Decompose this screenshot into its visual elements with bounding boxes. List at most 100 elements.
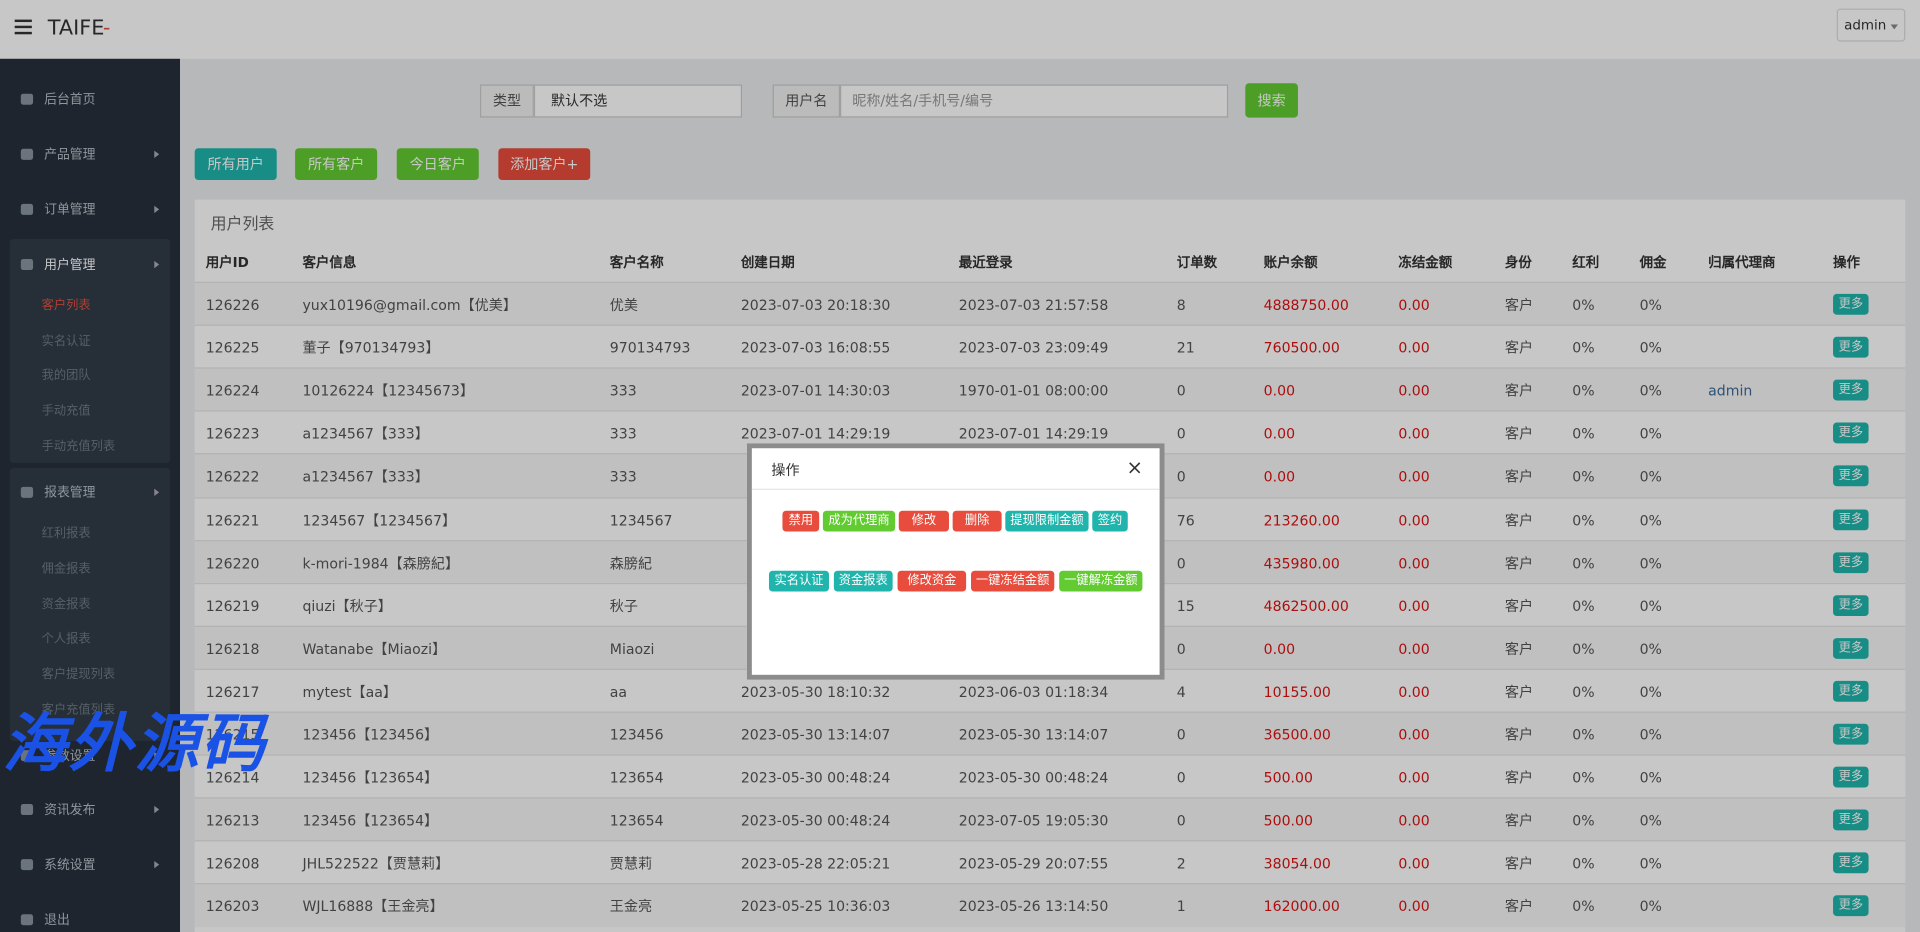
more-button[interactable]: 更多 [1833, 809, 1869, 831]
modal-button[interactable]: 提现限制金额 [1005, 510, 1089, 532]
more-button[interactable]: 更多 [1833, 723, 1869, 745]
table-cell: 0.00 [1398, 511, 1430, 529]
modal-button[interactable]: 修改 [898, 510, 949, 532]
column-header: 用户ID [205, 254, 249, 271]
modal-button[interactable]: 禁用 [782, 510, 820, 532]
table-cell: 213260.00 [1263, 511, 1340, 529]
menu-item[interactable]: 用户管理 [44, 257, 96, 273]
action-button[interactable]: 所有客户 [295, 148, 378, 181]
menu-item[interactable]: 资讯发布 [44, 802, 96, 818]
table-cell: 0% [1572, 726, 1595, 744]
submenu-item[interactable]: 手动充值列表 [41, 440, 116, 454]
search-button[interactable]: 搜索 [1245, 83, 1298, 118]
submenu-item[interactable]: 客户列表 [41, 299, 91, 313]
more-button[interactable]: 更多 [1833, 594, 1869, 616]
modal-button[interactable]: 签约 [1092, 510, 1128, 532]
modal-button[interactable]: 资金报表 [833, 570, 893, 592]
table-cell: 2023-05-29 20:07:55 [958, 855, 1109, 873]
table-row: 126208 JHL522522【贾慧莉】 贾慧莉 2023-05-28 22:05:… [194, 840, 1906, 885]
submenu-item[interactable]: 红利报表 [41, 527, 91, 541]
action-button[interactable]: 今日客户 [396, 148, 479, 181]
menu-item[interactable]: 参数设置 [44, 748, 96, 764]
menu-icon [20, 203, 34, 215]
submenu-item[interactable]: 实名认证 [41, 334, 91, 349]
table-cell: 0% [1572, 382, 1595, 400]
user-menu[interactable]: admin [1836, 8, 1906, 42]
table-row: 126224 10126224【12345673】 333 2023-07-01 14… [194, 367, 1906, 412]
more-button[interactable]: 更多 [1833, 422, 1869, 444]
more-button[interactable]: 更多 [1833, 551, 1869, 573]
menu-arrow [154, 805, 160, 814]
table-cell: 162000.00 [1263, 898, 1340, 916]
more-button[interactable]: 更多 [1833, 852, 1869, 874]
modal-button[interactable]: 修改资金 [897, 570, 967, 592]
submenu-item[interactable]: 资金报表 [41, 597, 91, 612]
action-button[interactable]: 添加客户+ [498, 148, 591, 181]
more-button[interactable]: 更多 [1833, 766, 1869, 788]
modal-button[interactable]: 实名认证 [768, 570, 829, 592]
submenu-item[interactable]: 我的团队 [41, 369, 91, 384]
table-cell: 客户 [1504, 640, 1534, 658]
table-cell: qiuzi【秋子】 [302, 597, 392, 615]
table-cell: 1234567【1234567】 [302, 511, 457, 529]
close-button[interactable]: × [1126, 455, 1143, 479]
more-button[interactable]: 更多 [1833, 336, 1869, 358]
more-button[interactable]: 更多 [1833, 465, 1869, 487]
modal-button[interactable]: 一键解冻金额 [1059, 570, 1143, 592]
menu-item[interactable]: 订单管理 [44, 202, 96, 218]
sidebar: 后台首页产品管理订单管理用户管理客户列表实名认证我的团队手动充值手动充值列表 报表… [0, 58, 181, 932]
table-cell: 126222 [205, 468, 260, 486]
column-header: 佣金 [1639, 254, 1667, 271]
submenu-item[interactable]: 客户提现列表 [41, 668, 116, 682]
more-button[interactable]: 更多 [1833, 379, 1869, 401]
modal-divider [751, 488, 1160, 490]
modal-button[interactable]: 成为代理商 [822, 510, 896, 532]
table-cell: 0% [1639, 640, 1662, 658]
submenu-item[interactable]: 个人报表 [41, 633, 91, 647]
menu-item[interactable]: 产品管理 [44, 147, 96, 163]
table-cell: 客户 [1504, 855, 1534, 873]
table-cell: 126217 [205, 683, 260, 701]
table-cell: 0.00 [1398, 812, 1430, 830]
table-cell: 21 [1176, 339, 1195, 357]
table-cell: 0.00 [1398, 554, 1430, 572]
table-cell: 0.00 [1263, 425, 1296, 443]
type-select[interactable]: 默认不选 [533, 84, 743, 118]
panel-title: 用户列表 [210, 215, 275, 234]
table-cell: a1234567【333】 [302, 468, 429, 486]
table-cell: 0.00 [1398, 769, 1430, 787]
menu-item[interactable]: 报表管理 [44, 485, 96, 501]
table-cell: 董子【970134793】 [302, 339, 440, 357]
menu-toggle[interactable] [14, 19, 32, 23]
column-header: 订单数 [1176, 254, 1218, 271]
action-button[interactable]: 所有用户 [194, 148, 277, 181]
submenu-item[interactable]: 客户充值列表 [41, 703, 116, 718]
more-button[interactable]: 更多 [1833, 293, 1869, 315]
menu-item[interactable]: 退出 [44, 913, 70, 928]
table-row: 126215 123456【123456】 123456 2023-05-30 13:… [194, 711, 1906, 756]
table-cell: 0.00 [1398, 468, 1430, 486]
submenu-item[interactable]: 佣金报表 [41, 562, 91, 576]
more-button[interactable]: 更多 [1833, 637, 1869, 659]
menu-arrow [154, 205, 160, 214]
table-cell: 4862500.00 [1263, 597, 1349, 615]
modal-button[interactable]: 删除 [952, 510, 1002, 532]
table-cell: 1970-01-01 08:00:00 [958, 382, 1109, 400]
submenu-item[interactable]: 手动充值 [41, 404, 91, 419]
more-button[interactable]: 更多 [1833, 508, 1869, 530]
table-cell: mytest【aa】 [302, 683, 397, 701]
more-button[interactable]: 更多 [1833, 895, 1869, 917]
table-cell: 0% [1639, 382, 1662, 400]
menu-item[interactable]: 后台首页 [44, 92, 96, 108]
more-button[interactable]: 更多 [1833, 680, 1869, 702]
modal-button[interactable]: 一键冻结金额 [971, 570, 1055, 592]
table-cell: 0 [1176, 640, 1186, 658]
group-bg [9, 467, 171, 741]
table-cell: 435980.00 [1263, 554, 1340, 572]
menu-arrow [154, 260, 160, 269]
username-input[interactable]: 昵称/姓名/手机号/编号 [840, 84, 1229, 118]
menu-item[interactable]: 系统设置 [44, 857, 96, 873]
table-cell: 0.00 [1263, 382, 1296, 400]
table-cell: 2023-05-28 22:05:21 [740, 855, 891, 873]
table-cell: 0.00 [1398, 898, 1430, 916]
